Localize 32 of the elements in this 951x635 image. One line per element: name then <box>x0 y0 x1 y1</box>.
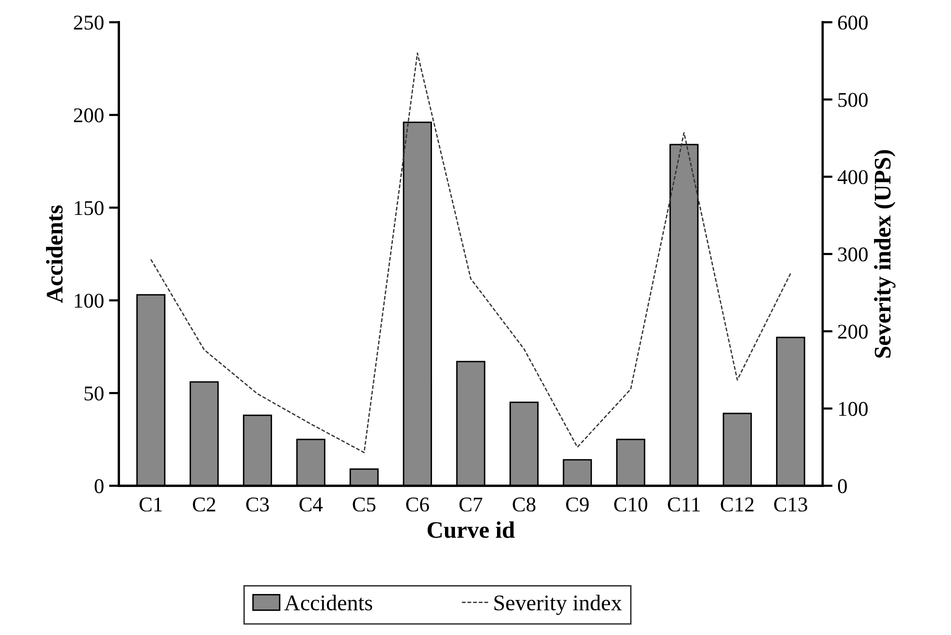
x-tick-label: C1 <box>140 498 162 512</box>
y-tick-label: 0 <box>94 479 104 494</box>
y-axis-title: Accidents <box>46 205 63 303</box>
y-tick-label: 250 <box>74 16 104 30</box>
x-tick-label: C3 <box>246 498 269 512</box>
y2-tick-label: 500 <box>838 92 868 107</box>
y2-tick-label: 200 <box>838 324 868 339</box>
y-tick-label: 100 <box>74 294 104 308</box>
x-tick-label: C2 <box>192 498 216 512</box>
legend-label: Accidents <box>284 594 372 610</box>
x-tick-label: C5 <box>352 498 376 512</box>
y2-axis-title: Severity index (UPS) <box>874 150 896 358</box>
x-tick-label: C10 <box>614 497 648 512</box>
y2-tick-label: 400 <box>838 170 868 184</box>
x-tick-label: C13 <box>774 498 808 512</box>
y2-tick-label: 100 <box>839 402 868 416</box>
line-series <box>150 52 792 454</box>
y2-tick-label: 300 <box>838 247 868 262</box>
x-tick-label: C12 <box>720 498 754 512</box>
x-tick-label: C11 <box>668 498 700 512</box>
x-tick-label: C8 <box>512 497 536 512</box>
x-tick-label: C4 <box>300 498 323 512</box>
legend-label: Severity index <box>494 594 622 615</box>
x-axis-title: Curve id <box>428 521 515 538</box>
y-tick-label: 200 <box>74 108 104 122</box>
y-tick-label: 50 <box>84 386 104 400</box>
y2-tick-label: 600 <box>838 16 868 30</box>
y2-tick-label: 0 <box>838 479 847 494</box>
y-tick-label: 150 <box>74 201 104 216</box>
x-tick-label: C6 <box>406 498 429 512</box>
x-tick-label: C9 <box>566 498 589 512</box>
x-tick-label: C7 <box>459 498 482 512</box>
